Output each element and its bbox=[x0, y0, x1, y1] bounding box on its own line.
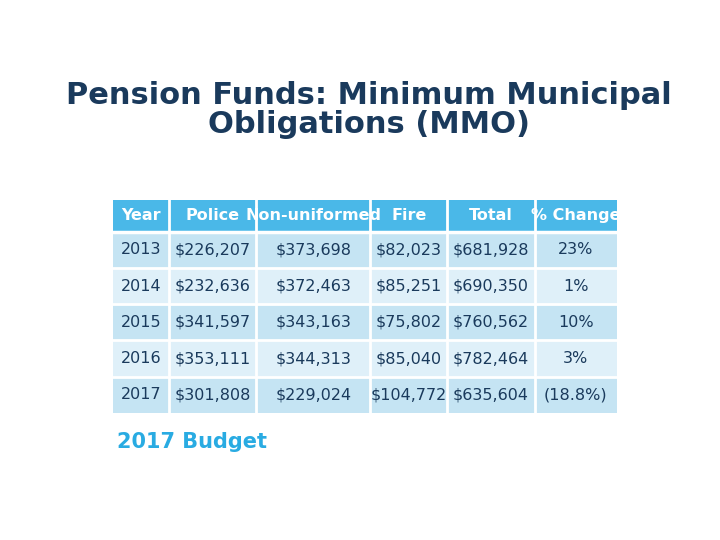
Bar bbox=[447, 200, 535, 232]
Text: 23%: 23% bbox=[558, 242, 593, 258]
Text: (18.8%): (18.8%) bbox=[544, 387, 608, 402]
Text: $373,698: $373,698 bbox=[276, 242, 351, 258]
Bar bbox=[113, 304, 617, 340]
Text: $690,350: $690,350 bbox=[453, 279, 529, 294]
Bar bbox=[169, 200, 256, 232]
Text: Fire: Fire bbox=[391, 208, 426, 223]
Text: $353,111: $353,111 bbox=[174, 351, 251, 366]
Text: Year: Year bbox=[121, 208, 161, 223]
Text: $226,207: $226,207 bbox=[175, 242, 251, 258]
Text: $75,802: $75,802 bbox=[376, 315, 442, 330]
Text: 1%: 1% bbox=[563, 279, 589, 294]
Text: $85,251: $85,251 bbox=[376, 279, 442, 294]
Text: 2015: 2015 bbox=[121, 315, 161, 330]
Text: 2014: 2014 bbox=[121, 279, 161, 294]
Text: $343,163: $343,163 bbox=[276, 315, 351, 330]
Bar bbox=[113, 200, 169, 232]
Text: Obligations (MMO): Obligations (MMO) bbox=[208, 110, 530, 139]
Bar bbox=[256, 200, 370, 232]
Text: $635,604: $635,604 bbox=[453, 387, 529, 402]
Bar bbox=[113, 268, 617, 304]
Text: % Change: % Change bbox=[531, 208, 621, 223]
Text: $782,464: $782,464 bbox=[453, 351, 529, 366]
Text: $372,463: $372,463 bbox=[276, 279, 351, 294]
Text: $85,040: $85,040 bbox=[376, 351, 442, 366]
Text: $760,562: $760,562 bbox=[453, 315, 529, 330]
Text: Police: Police bbox=[186, 208, 240, 223]
Bar bbox=[535, 200, 617, 232]
Text: $341,597: $341,597 bbox=[175, 315, 251, 330]
Text: Total: Total bbox=[469, 208, 513, 223]
Text: 2013: 2013 bbox=[121, 242, 161, 258]
Text: Pension Funds: Minimum Municipal: Pension Funds: Minimum Municipal bbox=[66, 81, 672, 110]
Text: 2017 Budget: 2017 Budget bbox=[117, 432, 267, 452]
Text: $301,808: $301,808 bbox=[174, 387, 251, 402]
Text: 10%: 10% bbox=[558, 315, 594, 330]
Text: $82,023: $82,023 bbox=[376, 242, 442, 258]
Text: $681,928: $681,928 bbox=[453, 242, 529, 258]
Bar bbox=[113, 377, 617, 413]
Text: 3%: 3% bbox=[563, 351, 588, 366]
Bar bbox=[370, 200, 447, 232]
Text: $232,636: $232,636 bbox=[175, 279, 251, 294]
Bar bbox=[113, 340, 617, 377]
Text: Non-uniformed: Non-uniformed bbox=[246, 208, 382, 223]
Text: 2017: 2017 bbox=[121, 387, 161, 402]
Bar bbox=[113, 232, 617, 268]
Text: 2016: 2016 bbox=[121, 351, 161, 366]
Text: $104,772: $104,772 bbox=[371, 387, 447, 402]
Text: $229,024: $229,024 bbox=[275, 387, 351, 402]
Text: $344,313: $344,313 bbox=[276, 351, 351, 366]
